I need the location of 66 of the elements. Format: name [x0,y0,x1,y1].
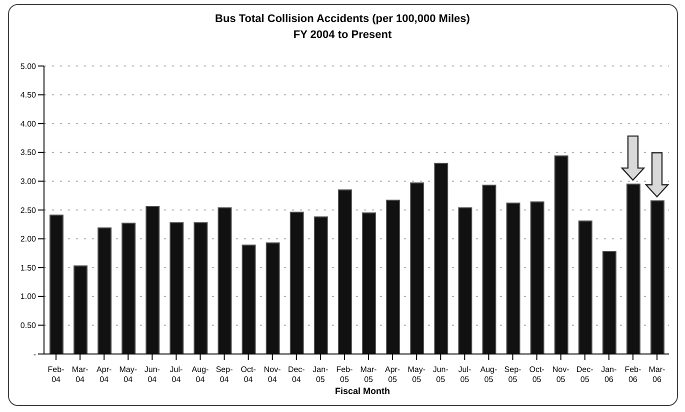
x-tick-label: Jul-05 [458,365,472,384]
bar [146,206,160,354]
y-tick-label: 0.50 [20,321,37,330]
bar [266,242,280,354]
x-tick-label: Mar-04 [72,365,89,384]
x-tick-label: Sep-04 [216,365,234,384]
x-tick-label: Nov-05 [552,365,570,384]
bar [578,220,592,354]
y-tick-label: 4.50 [20,90,37,100]
bar [650,200,664,354]
y-tick-label: 5.00 [20,62,37,71]
chart-subtitle: FY 2004 to Present [292,29,393,41]
bar [314,216,328,354]
x-tick-label: Dec-04 [288,365,306,384]
bar [530,201,544,354]
x-tick-label: Aug-05 [480,365,498,384]
x-tick-label: Jan-06 [601,365,618,384]
bar [386,200,400,354]
bar [74,265,88,354]
x-tick-label: Nov-04 [264,365,282,384]
bar [242,244,256,354]
x-tick-label: Jul-04 [170,365,183,384]
x-tick-label: Sep-05 [504,365,522,384]
bar [170,222,184,354]
bar [362,212,376,354]
chart-title: Bus Total Collision Accidents (per 100,000 Miles) [214,13,471,25]
bar [98,227,112,354]
x-tick-label: Jun-04 [144,365,160,384]
bar [410,182,424,354]
bar [50,214,64,354]
bar [194,222,208,354]
x-tick-label: Feb-06 [624,365,642,384]
x-tick-label: Feb-04 [48,365,65,384]
x-tick-label: Oct-04 [240,365,256,384]
y-tick-label: - [33,350,36,359]
x-tick-label: Jun-05 [432,365,449,384]
bar [218,207,232,354]
bar [554,155,568,354]
y-tick-label: 1.00 [20,292,37,302]
y-tick-label: 3.50 [20,148,37,158]
y-tick-label: 1.50 [20,263,37,272]
bar [434,162,448,354]
x-tick-label: Aug-04 [192,365,210,384]
x-tick-label: Apr-04 [96,365,112,384]
x-tick-label: Oct-05 [529,365,545,384]
bar [122,222,136,354]
x-tick-label: May-04 [119,365,138,384]
x-axis-title: Fiscal Month [334,386,391,396]
bar [458,207,472,354]
y-tick-label: 3.00 [20,177,37,186]
bar [506,202,520,354]
bar [482,184,496,354]
x-tick-label: Mar-06 [648,365,666,384]
y-tick-label: 2.50 [20,206,37,215]
bar [626,184,640,354]
y-tick-label: 2.00 [20,234,37,244]
bar [338,189,352,354]
bar [290,212,304,354]
x-tick-label: Jan-05 [312,365,329,384]
x-tick-label: May-05 [408,365,426,384]
x-tick-label: Apr-05 [384,365,400,384]
x-tick-label: Mar-05 [360,365,378,384]
y-tick-label: 4.00 [20,119,37,128]
x-tick-label: Dec-05 [576,365,594,384]
bar [602,250,616,354]
x-tick-label: Feb-05 [336,365,354,384]
